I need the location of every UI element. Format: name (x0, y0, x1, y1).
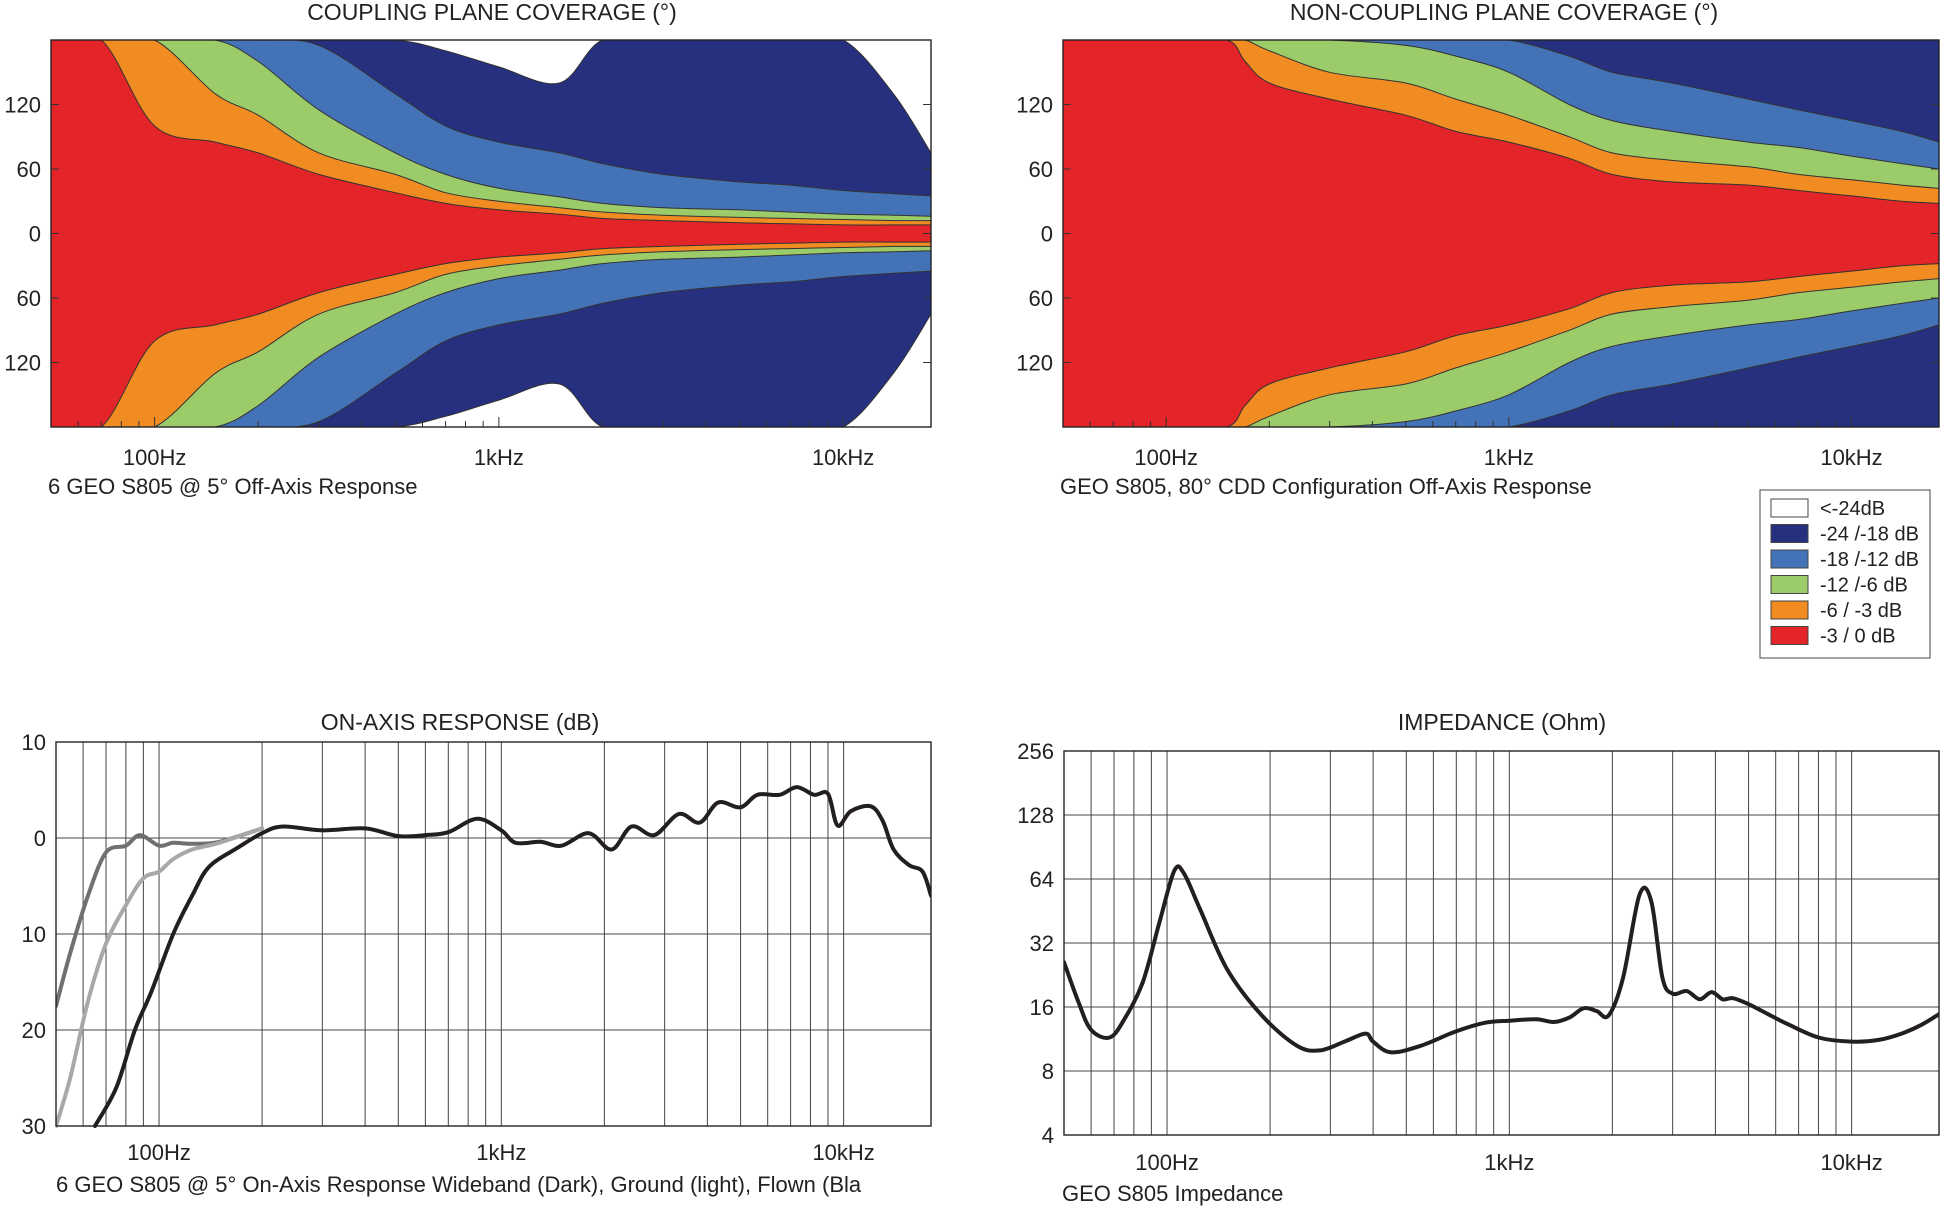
coupling-plane-plot: 120 60 0 60 120 100Hz 1kHz 10kHz (4, 39, 932, 470)
coupling-contour-group (51, 40, 931, 427)
impedance-y-tick-label: 8 (1042, 1059, 1054, 1084)
non-coupling-plane-title: NON-COUPLING PLANE COVERAGE (°) (1290, 0, 1718, 25)
impedance-y-tick-label: 16 (1030, 995, 1054, 1020)
legend-swatch (1770, 524, 1809, 543)
on-axis-title: ON-AXIS RESPONSE (dB) (321, 709, 600, 735)
coupling-y-tick-label: 0 (29, 222, 41, 247)
impedance-caption: GEO S805 Impedance (1062, 1181, 1283, 1206)
non-coupling-x-tick-label: 1kHz (1484, 445, 1534, 470)
coupling-plane-caption: 6 GEO S805 @ 5° Off-Axis Response (48, 474, 417, 499)
non-coupling-y-tick-label: 0 (1041, 222, 1053, 247)
on-axis-y-tick-label: 30 (22, 1114, 46, 1139)
impedance-y-tick-label: 32 (1030, 931, 1054, 956)
on-axis-y-tick-label: 10 (22, 922, 46, 947)
impedance-x-tick-label: 100Hz (1135, 1150, 1199, 1175)
coupling-x-tick-label: 100Hz (123, 445, 187, 470)
on-axis-plot-frame (55, 741, 932, 1127)
impedance-y-tick-label: 4 (1042, 1123, 1054, 1148)
coupling-band-upper (51, 40, 931, 197)
legend-label: -6 / -3 dB (1820, 600, 1902, 622)
on-axis-caption: 6 GEO S805 @ 5° On-Axis Response Wideban… (56, 1172, 862, 1197)
on-axis-series-2-line (56, 826, 265, 1128)
legend-swatch (1770, 626, 1809, 645)
impedance-x-tick-label: 1kHz (1484, 1150, 1534, 1175)
coupling-y-tick-label: 120 (4, 93, 41, 118)
non-coupling-plane-caption: GEO S805, 80° CDD Configuration Off-Axis… (1060, 474, 1592, 499)
non-coupling-y-tick-label: 60 (1029, 286, 1053, 311)
non-coupling-x-tick-label: 10kHz (1820, 445, 1882, 470)
coupling-plane-title: COUPLING PLANE COVERAGE (°) (307, 0, 677, 25)
on-axis-series-1-line (56, 826, 265, 1008)
on-axis-series-3-line (93, 785, 931, 1128)
coupling-band-upper (51, 40, 931, 154)
on-axis-x-tick-label: 10kHz (812, 1140, 874, 1165)
impedance-x-tick-label: 10kHz (1820, 1150, 1882, 1175)
non-coupling-plane-panel: NON-COUPLING PLANE COVERAGE (°) 120 60 0 60… (1016, 0, 1940, 499)
impedance-panel: IMPEDANCE (Ohm) 256 128 64 32 16 8 4 100Hz 1kHz 1… (1017, 709, 1940, 1206)
non-coupling-y-tick-label: 120 (1016, 351, 1053, 376)
on-axis-panel: ON-AXIS RESPONSE (dB) 10 0 10 20 30 100Hz 1kHz… (22, 709, 932, 1197)
on-axis-plot: 10 0 10 20 30 100Hz 1kHz 10kHz (22, 730, 932, 1165)
non-coupling-band-upper (1063, 40, 1939, 143)
coupling-y-tick-label: 120 (4, 351, 41, 376)
impedance-y-tick-label: 64 (1030, 867, 1054, 892)
coupling-band-lower (51, 313, 931, 427)
non-coupling-plane-plot: 120 60 0 60 120 100Hz 1kHz 10kHz (1016, 39, 1940, 470)
coupling-plane-panel: COUPLING PLANE COVERAGE (°) 120600601201… (4, 0, 932, 499)
coupling-y-tick-label: 60 (17, 157, 41, 182)
legend: <-24dB -24 /-18 dB -18 /-12 dB -12 /-6 dB -6… (1759, 489, 1931, 659)
legend-label: <-24dB (1820, 498, 1885, 520)
legend-label: -18 /-12 dB (1820, 549, 1919, 571)
impedance-series-1-line (1064, 864, 1939, 1055)
non-coupling-y-tick-label: 60 (1029, 157, 1053, 182)
legend-swatch (1770, 549, 1809, 569)
legend-label: -3 / 0 dB (1820, 626, 1896, 648)
on-axis-x-tick-label: 100Hz (127, 1140, 191, 1165)
impedance-y-tick-label: 128 (1017, 803, 1054, 828)
non-coupling-band-lower (1063, 324, 1939, 427)
impedance-y-tick-label: 256 (1017, 739, 1054, 764)
coupling-x-tick-label: 1kHz (474, 445, 524, 470)
coupling-y-tick-label: 60 (17, 286, 41, 311)
legend-label: -12 /-6 dB (1820, 575, 1908, 597)
legend-swatch (1770, 498, 1809, 518)
on-axis-y-tick-label: 10 (22, 730, 46, 755)
coupling-plot-frame (50, 39, 932, 428)
coupling-x-tick-label: 10kHz (812, 445, 874, 470)
legend-swatch (1770, 600, 1809, 620)
impedance-plot-frame (1063, 750, 1940, 1136)
non-coupling-y-tick-label: 120 (1016, 93, 1053, 118)
legend-label: -24 /-18 dB (1820, 524, 1919, 546)
impedance-plot: 256 128 64 32 16 8 4 100Hz 1kHz 10kHz (1017, 739, 1940, 1175)
on-axis-y-tick-label: 20 (22, 1018, 46, 1043)
legend-swatch (1770, 575, 1809, 594)
impedance-title: IMPEDANCE (Ohm) (1398, 709, 1606, 735)
non-coupling-x-tick-label: 100Hz (1134, 445, 1198, 470)
non-coupling-plot-frame (1062, 39, 1940, 428)
on-axis-x-tick-label: 1kHz (476, 1140, 526, 1165)
non-coupling-contour-group (1063, 40, 1939, 427)
coupling-band-lower (51, 270, 931, 427)
on-axis-y-tick-label: 0 (34, 826, 46, 851)
